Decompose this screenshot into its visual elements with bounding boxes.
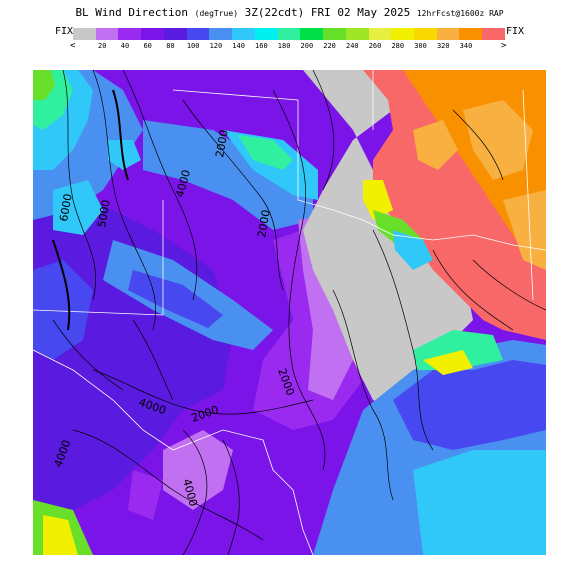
legend-tick-label: 80 bbox=[166, 42, 175, 50]
title-main: BL Wind Direction bbox=[75, 6, 189, 19]
cyan-patch-2 bbox=[53, 180, 103, 235]
light-orange-east bbox=[503, 190, 546, 270]
light-orange-patch bbox=[413, 120, 458, 170]
contour-line bbox=[372, 229, 434, 451]
wind-direction-map: 6000 5000 4000 2000 2000 4000 2000 4000 … bbox=[33, 70, 546, 555]
legend-tick-label: 260 bbox=[368, 42, 382, 50]
yellow-sw bbox=[43, 515, 78, 555]
blue-dark-se bbox=[393, 360, 546, 450]
contour-label: 2000 bbox=[255, 209, 273, 239]
contour-line bbox=[432, 249, 514, 331]
legend-tick-label: 100 bbox=[186, 42, 200, 50]
legend-swatch bbox=[277, 28, 301, 40]
contour-line bbox=[272, 89, 326, 471]
contour-line bbox=[182, 99, 284, 291]
legend-swatch bbox=[163, 28, 187, 40]
contour-line bbox=[62, 70, 97, 301]
legend-tick-label: 340 bbox=[459, 42, 473, 50]
contour-line bbox=[222, 439, 240, 555]
yellow-se-patch bbox=[423, 350, 473, 375]
lime-nw-region bbox=[33, 70, 55, 100]
contour-line bbox=[92, 70, 156, 331]
title-time: 3Z(22cdt) FRI 02 May 2025 bbox=[244, 6, 411, 19]
contour-label: 2000 bbox=[213, 129, 231, 159]
blue-dark-diag bbox=[128, 270, 223, 328]
legend-tick-label: 120 bbox=[209, 42, 223, 50]
legend-swatch bbox=[186, 28, 210, 40]
legend-tick-label: 240 bbox=[345, 42, 359, 50]
legend-tick-label: 200 bbox=[300, 42, 314, 50]
legend-swatch bbox=[232, 28, 255, 40]
legend-tick-label: 180 bbox=[277, 42, 291, 50]
border-line bbox=[172, 89, 334, 211]
legend-fix-left: FIX bbox=[55, 26, 74, 37]
legend-arrow-right: > bbox=[501, 41, 507, 51]
legend-swatch bbox=[73, 28, 96, 40]
contour-label: 6000 bbox=[57, 193, 75, 223]
blue-dark-region bbox=[33, 260, 93, 360]
legend-swatch bbox=[300, 28, 324, 40]
chart-title: BL Wind Direction (degTrue) 3Z(22cdt) FR… bbox=[0, 6, 579, 19]
title-units: (degTrue) bbox=[194, 9, 239, 18]
contour-line bbox=[312, 70, 335, 191]
legend-swatch bbox=[414, 28, 437, 40]
green-band bbox=[238, 135, 293, 170]
legend-swatch bbox=[209, 28, 233, 40]
legend-ticks: 20 40 60 80 100 120 140 160 180 200 220 240 260 280 30… bbox=[73, 42, 505, 54]
legend-tick-label: 20 bbox=[97, 42, 107, 50]
cyan-edge bbox=[393, 230, 433, 270]
legend-tick-label: 40 bbox=[120, 42, 130, 50]
title-forecast: 12hrFcst@1600z RAP bbox=[416, 9, 504, 18]
contour-line bbox=[72, 429, 264, 541]
legend-tick-label: 320 bbox=[436, 42, 450, 50]
legend-swatch bbox=[482, 28, 505, 40]
border-line bbox=[332, 209, 546, 251]
legend-swatch bbox=[459, 28, 483, 40]
contour-line bbox=[52, 319, 124, 391]
legend-swatch bbox=[391, 28, 415, 40]
contour-line bbox=[332, 289, 394, 501]
legend-swatch bbox=[118, 28, 142, 40]
light-orange-region bbox=[463, 100, 533, 180]
color-legend bbox=[73, 28, 505, 40]
legend-swatch bbox=[95, 28, 119, 40]
legend-swatch bbox=[254, 28, 278, 40]
legend-swatch bbox=[141, 28, 164, 40]
legend-tick-label: 140 bbox=[232, 42, 245, 50]
legend-tick-label: 60 bbox=[143, 42, 152, 50]
border-line bbox=[522, 89, 534, 301]
legend-tick-label: 220 bbox=[323, 42, 336, 50]
contour-line-heavy bbox=[112, 89, 129, 181]
legend-arrow-left: < bbox=[70, 41, 76, 51]
contour-line bbox=[452, 109, 504, 181]
contour-label: 5000 bbox=[95, 199, 113, 229]
border-line bbox=[33, 349, 314, 555]
contour-line bbox=[92, 369, 314, 415]
legend-tick-label: 300 bbox=[414, 42, 427, 50]
legend-fix-right: FIX bbox=[506, 26, 525, 37]
legend-swatch bbox=[368, 28, 392, 40]
legend-swatch bbox=[323, 28, 346, 40]
violet-sw bbox=[128, 470, 163, 520]
contour-line bbox=[472, 259, 546, 311]
contour-line bbox=[132, 319, 174, 401]
contour-lines bbox=[52, 70, 546, 555]
contour-line bbox=[122, 70, 198, 301]
cyan-se-region bbox=[413, 450, 546, 555]
boundary-lines bbox=[33, 70, 546, 555]
yellow-edge bbox=[363, 180, 393, 220]
legend-tick-label: 160 bbox=[255, 42, 268, 50]
contour-line bbox=[182, 429, 208, 555]
contour-line-heavy bbox=[52, 239, 71, 331]
lavender-sw bbox=[163, 430, 233, 510]
legend-swatch bbox=[436, 28, 460, 40]
blue-band bbox=[143, 120, 313, 230]
cyan-patch bbox=[108, 140, 141, 170]
legend-tick-label: 280 bbox=[391, 42, 405, 50]
legend-swatch bbox=[345, 28, 369, 40]
border-line bbox=[33, 309, 164, 316]
